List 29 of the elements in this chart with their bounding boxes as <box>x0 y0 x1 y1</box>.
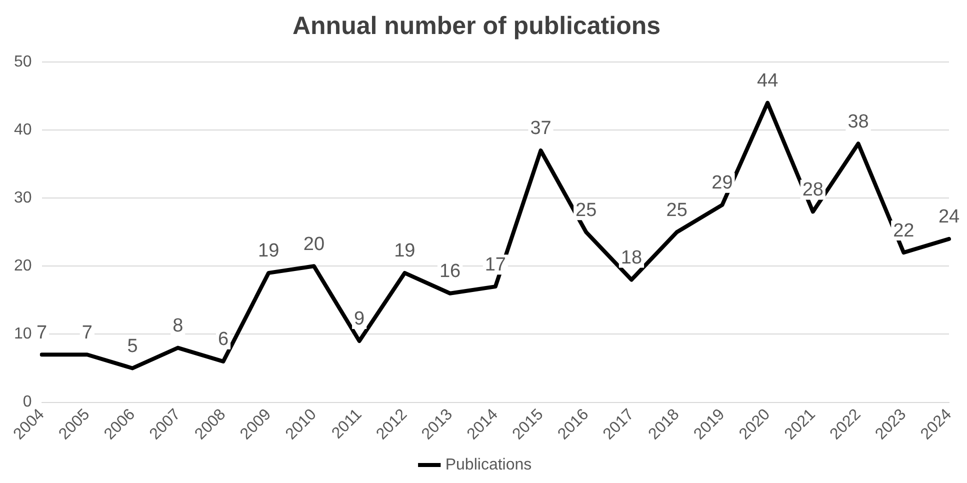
data-label: 44 <box>756 70 779 92</box>
data-label: 7 <box>82 322 92 344</box>
y-tick-label: 40 <box>14 121 32 138</box>
y-tick-label: 10 <box>14 326 32 343</box>
data-label: 6 <box>218 329 229 350</box>
y-tick-label: 20 <box>14 258 32 275</box>
y-tick-label: 0 <box>22 394 32 411</box>
data-label: 29 <box>712 172 733 194</box>
data-label: 19 <box>394 240 416 262</box>
data-label: 38 <box>848 111 869 132</box>
data-label: 16 <box>439 261 461 282</box>
data-label: 22 <box>893 220 914 242</box>
data-label: 7 <box>36 322 48 344</box>
data-label: 24 <box>938 206 960 228</box>
data-label: 5 <box>127 336 138 357</box>
chart-title: Annual number of publications <box>292 12 661 40</box>
data-label: 37 <box>530 118 552 140</box>
data-label: 19 <box>258 240 280 262</box>
data-label: 9 <box>354 308 365 330</box>
data-label: 28 <box>802 179 824 200</box>
data-label: 17 <box>484 254 506 276</box>
data-label: 8 <box>172 316 184 337</box>
y-tick-label: 50 <box>14 53 32 70</box>
data-label: 18 <box>620 248 642 268</box>
legend-label: Publications <box>445 456 532 474</box>
data-label: 25 <box>666 200 688 221</box>
data-label: 20 <box>303 234 325 255</box>
data-label: 25 <box>576 200 597 221</box>
y-tick-label: 30 <box>14 190 32 207</box>
